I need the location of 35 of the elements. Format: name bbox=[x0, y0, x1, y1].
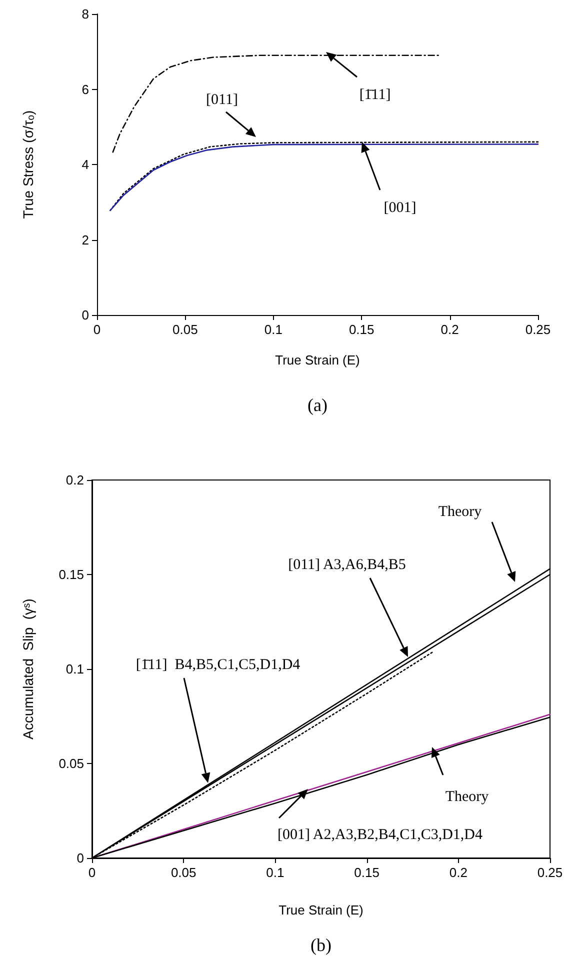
annotation: [011] bbox=[206, 92, 238, 108]
y-tick-label: 6 bbox=[82, 82, 89, 97]
x-tick-label: 0.2 bbox=[440, 322, 459, 337]
annotation: [001] A2,A3,B2,B4,C1,C3,D1,D4 bbox=[277, 827, 484, 843]
y-tick-label: 0.15 bbox=[58, 567, 84, 582]
y-tick-label: 0 bbox=[76, 850, 84, 866]
x-tick-label: 0.25 bbox=[537, 865, 563, 880]
annotation: [1̄11] bbox=[359, 87, 391, 103]
x-tick-label: 0.15 bbox=[354, 865, 380, 880]
y-tick-label: 0 bbox=[82, 308, 89, 322]
y-tick-label: 0.05 bbox=[58, 756, 84, 771]
x-tick-label: 0.05 bbox=[170, 865, 196, 880]
x-tick-label: 0.1 bbox=[266, 865, 284, 880]
x-tick-label: 0.15 bbox=[348, 322, 374, 337]
y-tick-label: 2 bbox=[82, 232, 89, 248]
y-axis-title: Accumulated Slip (γˢ) bbox=[20, 598, 36, 740]
annotation: Theory bbox=[438, 504, 482, 520]
y-tick-label: 0.2 bbox=[66, 472, 84, 488]
y-tick-label: 8 bbox=[82, 6, 89, 22]
text: (a) bbox=[308, 395, 328, 415]
x-tick-label: 0 bbox=[93, 322, 101, 337]
x-tick-label: 0.2 bbox=[449, 865, 468, 880]
text: (b) bbox=[310, 935, 332, 955]
x-axis-title: True Strain (E) bbox=[278, 902, 364, 918]
x-tick-label: 0.25 bbox=[525, 322, 551, 337]
annotation: [011] A3,A6,B4,B5 bbox=[288, 557, 406, 573]
y-tick-label: 0.1 bbox=[66, 662, 84, 676]
annotation: Theory bbox=[445, 789, 490, 805]
y-axis-title: True Stress (σ/τₒ) bbox=[20, 110, 36, 219]
annotation: [001] bbox=[384, 200, 416, 216]
annotation: [1̄11] B4,B5,C1,C5,D1,D4 bbox=[136, 657, 301, 673]
y-tick-label: 4 bbox=[82, 157, 89, 172]
x-tick-label: 0.05 bbox=[172, 322, 198, 337]
x-axis-title: True Strain (E) bbox=[275, 352, 360, 368]
x-tick-label: 0.1 bbox=[264, 322, 282, 337]
